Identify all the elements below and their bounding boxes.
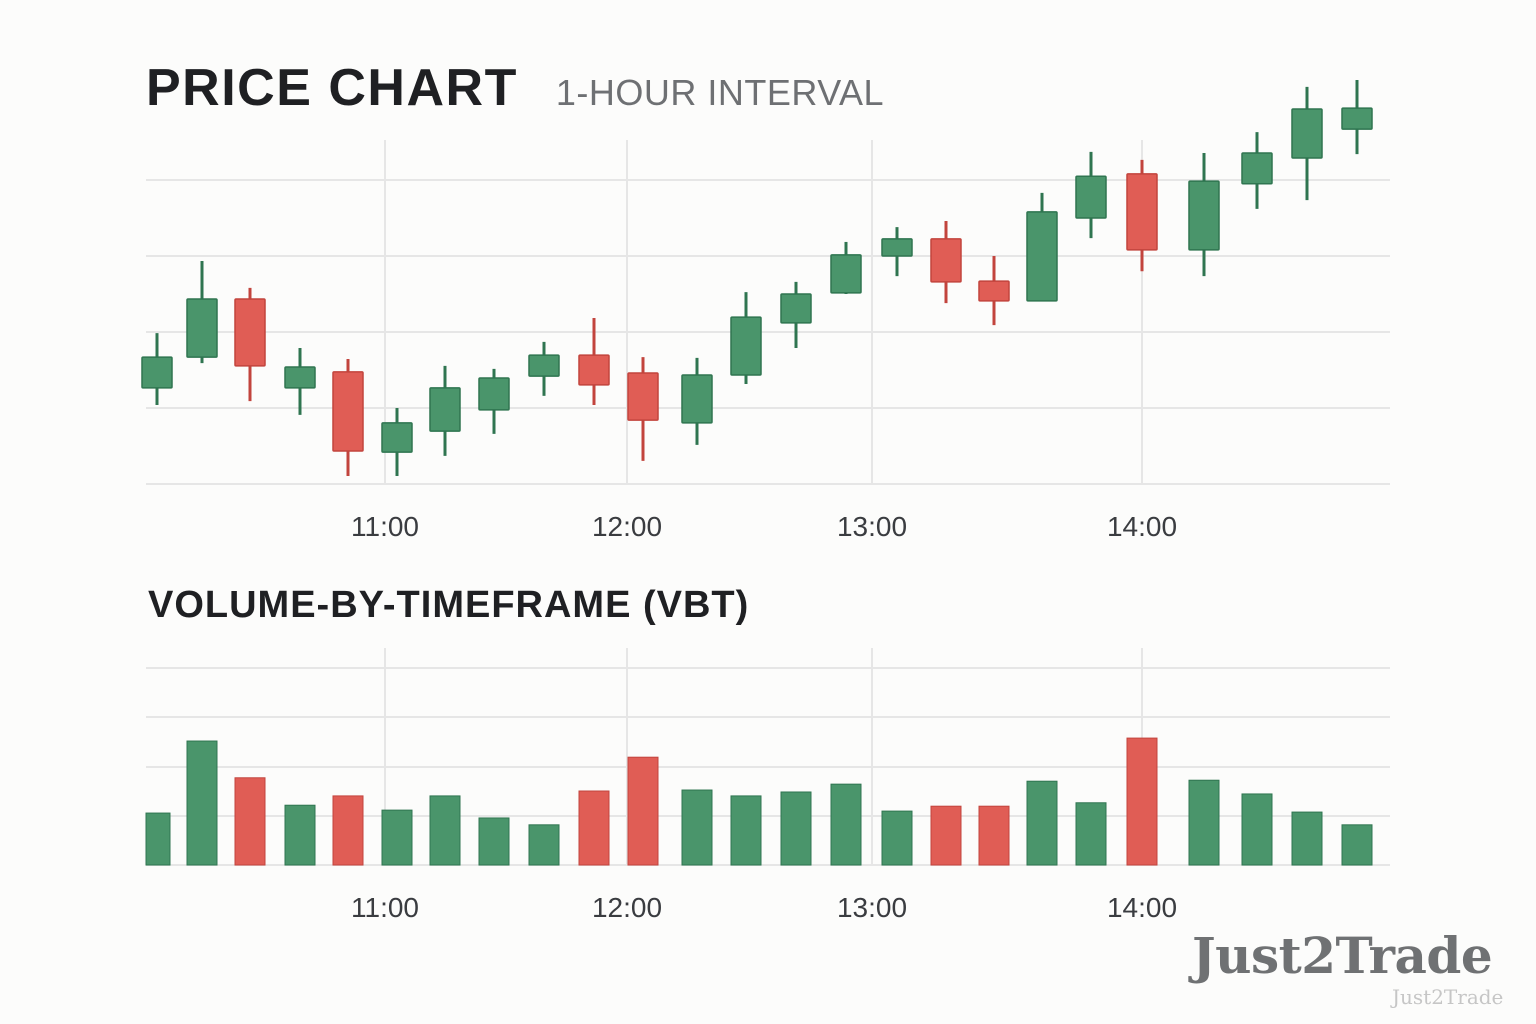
candle (1126, 159, 1158, 272)
volume-bar (145, 812, 171, 866)
volume-bar (1075, 802, 1107, 866)
volume-bar (478, 817, 510, 866)
volume-bar (1291, 811, 1323, 866)
volume-bar (1188, 779, 1220, 866)
candle-body (332, 371, 364, 452)
watermark-text: Just2Trade (1392, 985, 1504, 1009)
volume-section-title: VOLUME-BY-TIMEFRAME (VBT) (148, 584, 750, 626)
candle (284, 347, 316, 415)
volume-bar (528, 824, 560, 866)
candle (730, 292, 762, 385)
candle-body (1291, 108, 1323, 159)
volume-bar (627, 756, 659, 866)
candle (429, 365, 461, 456)
volume-bar (830, 783, 862, 866)
candle-body (930, 238, 962, 283)
candle (332, 358, 364, 477)
volume-bar (978, 805, 1010, 866)
chart-title: PRICE CHART (146, 59, 518, 117)
candle-body (234, 298, 266, 367)
candle (234, 287, 266, 402)
volume-bar (578, 790, 610, 866)
candle (578, 317, 610, 405)
volume-bar (681, 789, 713, 866)
candle-body (1188, 180, 1220, 251)
volume-x-tick-label: 13:00 (837, 892, 907, 923)
candle-body (528, 354, 560, 377)
candle-body (1341, 107, 1373, 130)
candle (186, 260, 218, 364)
volume-bar (1341, 824, 1373, 866)
volume-bar (730, 795, 762, 866)
candle-body (627, 372, 659, 421)
candle (1241, 132, 1273, 209)
chart-header: PRICE CHART 1-HOUR INTERVAL (146, 58, 884, 118)
candle-body (780, 293, 812, 324)
volume-bar (332, 795, 364, 866)
candle (141, 333, 173, 405)
candle-body (284, 366, 316, 389)
volume-bar (429, 795, 461, 866)
candle-body (730, 316, 762, 376)
candle-body (478, 377, 510, 411)
candle (830, 241, 862, 294)
candle-body (1026, 211, 1058, 302)
candle (1291, 86, 1323, 201)
volume-bar (780, 791, 812, 866)
volume-bar (381, 809, 413, 866)
candle (930, 221, 962, 304)
candle (627, 357, 659, 461)
candle-body (881, 238, 913, 257)
price-x-tick-label: 12:00 (592, 511, 662, 542)
candle-body (978, 280, 1010, 302)
candle-body (429, 387, 461, 432)
candle (978, 256, 1010, 326)
price-candlestick-chart: 11:00 12:00 13:00 14:00 (141, 80, 1390, 542)
volume-bar (1241, 793, 1273, 866)
candle (881, 227, 913, 277)
candle-body (381, 422, 413, 453)
candle (1188, 153, 1220, 277)
candle (381, 408, 413, 477)
volume-bar (186, 740, 218, 866)
candle-body (1126, 173, 1158, 251)
candle-body (141, 356, 173, 389)
price-x-tick-label: 11:00 (351, 511, 419, 542)
chart-subtitle: 1-HOUR INTERVAL (555, 72, 885, 113)
volume-bar (1126, 737, 1158, 866)
price-x-tick-label: 13:00 (837, 511, 907, 542)
volume-bar (930, 805, 962, 866)
candle (681, 357, 713, 445)
candle-body (186, 298, 218, 358)
candle-body (1241, 152, 1273, 185)
candle (1075, 151, 1107, 239)
candle (1341, 80, 1373, 155)
candle (478, 368, 510, 434)
volume-x-tick-label: 11:00 (351, 892, 419, 923)
candle (780, 281, 812, 348)
candle-body (830, 254, 862, 294)
volume-x-tick-label: 12:00 (592, 892, 662, 923)
candle-body (1075, 175, 1107, 219)
candle-body (681, 374, 713, 424)
volume-bar (234, 777, 266, 866)
candle (528, 341, 560, 396)
candle (1026, 192, 1058, 302)
watermark-logo: Just2Trade (1192, 926, 1493, 985)
volume-bar (1026, 780, 1058, 866)
price-x-tick-label: 14:00 (1107, 511, 1177, 542)
volume-bar (881, 810, 913, 866)
volume-x-tick-label: 14:00 (1107, 892, 1177, 923)
candle-body (578, 354, 610, 386)
volume-bar (284, 804, 316, 866)
